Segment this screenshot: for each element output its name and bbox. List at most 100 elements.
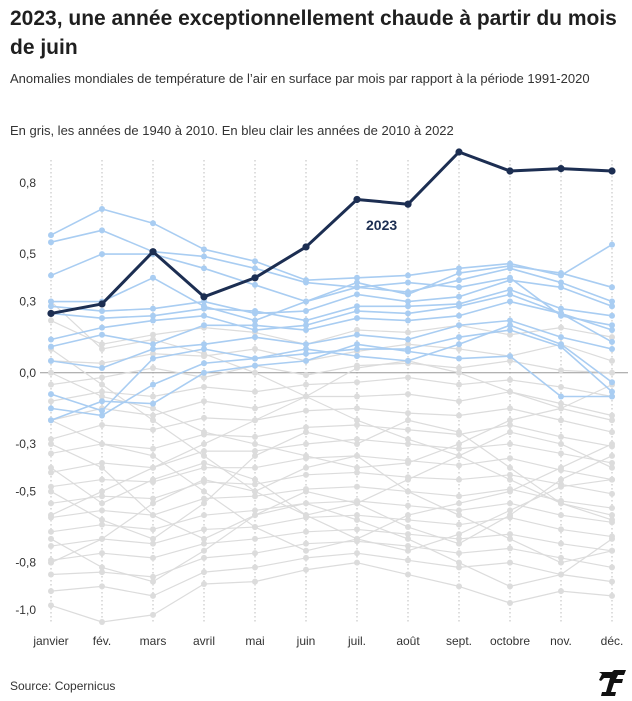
blue-series-point: [405, 357, 411, 364]
grey-series-point: [99, 507, 105, 514]
grey-series-point: [456, 452, 462, 459]
blue-series-point: [609, 298, 615, 305]
grey-series-point: [99, 374, 105, 381]
grey-series-point: [303, 393, 309, 400]
grey-series-point: [507, 500, 513, 507]
blue-series-point: [303, 327, 309, 334]
x-tick-label: nov.: [550, 634, 572, 648]
series-2023-point: [608, 167, 616, 175]
blue-series-point: [507, 286, 513, 293]
grey-series-point: [558, 324, 564, 331]
grey-series-point: [201, 398, 207, 405]
grey-series-point: [150, 476, 156, 483]
blue-series-point: [99, 407, 105, 414]
x-tick-label: juin: [296, 634, 316, 648]
le-figaro-logo: [598, 670, 628, 696]
y-tick-label: -0,8: [15, 556, 36, 570]
blue-series-point: [354, 291, 360, 298]
blue-series-point: [303, 322, 309, 329]
grey-series-point: [303, 452, 309, 459]
grey-series-point: [354, 417, 360, 424]
grey-series-point: [201, 384, 207, 390]
grey-series-point: [609, 476, 615, 483]
blue-series-point: [354, 331, 360, 338]
blue-series-point: [507, 291, 513, 298]
grey-series-point: [507, 405, 513, 412]
blue-series-point: [456, 355, 462, 362]
blue-series-point: [558, 270, 564, 277]
blue-series-point: [150, 312, 156, 319]
grey-series-line: [50, 500, 613, 533]
grey-series-point: [609, 429, 615, 436]
grey-series-point: [609, 452, 615, 459]
grey-series-point: [558, 417, 564, 424]
blue-series-point: [150, 341, 156, 348]
grey-series-point: [609, 464, 615, 471]
grey-series-point: [405, 436, 411, 443]
blue-series-point: [507, 327, 513, 334]
grey-series-point: [405, 488, 411, 495]
grey-series-point: [558, 588, 564, 595]
grey-series-point: [456, 476, 462, 483]
blue-series-line: [50, 329, 613, 412]
blue-series-point: [201, 369, 207, 376]
grey-series-point: [201, 452, 207, 459]
blue-series-point: [201, 305, 207, 312]
grey-series-point: [405, 426, 411, 433]
blue-series-point: [456, 303, 462, 310]
grey-series: [48, 341, 615, 367]
blue-series-point: [252, 355, 258, 362]
grey-series-point: [303, 440, 309, 447]
grey-series-point: [354, 512, 360, 519]
blue-series-point: [48, 303, 54, 310]
y-axis: 0,8 0,5 0,3 0,0 -0,3 -0,5 -0,8 -1,0: [15, 176, 36, 617]
grey-series-point: [609, 578, 615, 585]
grey-series-point: [303, 547, 309, 554]
grey-series-point: [48, 528, 54, 535]
grey-series-point: [303, 471, 309, 478]
grey-series-point: [609, 334, 615, 341]
blue-series-point: [48, 298, 54, 305]
grey-series-point: [201, 526, 207, 533]
grey-series-point: [252, 464, 258, 471]
blue-series-point: [609, 322, 615, 329]
blue-series-point: [99, 324, 105, 331]
grey-series-point: [354, 535, 360, 542]
blue-series-point: [405, 272, 411, 279]
blue-series-line: [50, 229, 613, 303]
blue-series-point: [354, 274, 360, 281]
grey-series-point: [150, 464, 156, 471]
grey-series-point: [456, 369, 462, 376]
blue-series-point: [252, 322, 258, 329]
series-2023-point: [302, 243, 310, 251]
blue-series-point: [405, 298, 411, 305]
grey-series-line: [50, 343, 613, 364]
grey-series-point: [609, 490, 615, 497]
grey-series-point: [558, 512, 564, 519]
grey-series-point: [150, 573, 156, 580]
x-tick-label: fév.: [93, 634, 111, 648]
grey-series-point: [303, 372, 309, 379]
grey-series-point: [507, 471, 513, 478]
grey-series-point: [303, 512, 309, 519]
blue-series-point: [150, 317, 156, 324]
grey-series-point: [252, 388, 258, 395]
blue-series-point: [609, 327, 615, 334]
grey-series-point: [354, 393, 360, 400]
blue-series-point: [252, 334, 258, 341]
blue-series-point: [558, 393, 564, 400]
blue-series-point: [609, 303, 615, 310]
blue-series-point: [558, 310, 564, 317]
blue-series-point: [303, 279, 309, 286]
grey-series-point: [354, 421, 360, 428]
grey-series: [48, 559, 615, 625]
grey-series-point: [150, 336, 156, 343]
grey-series-point: [405, 374, 411, 381]
grey-series-point: [99, 516, 105, 523]
grey-series-point: [354, 464, 360, 471]
grey-series-point: [507, 376, 513, 383]
blue-series-point: [456, 270, 462, 277]
grey-series-point: [507, 417, 513, 424]
grey-series-point: [507, 512, 513, 519]
blue-series-point: [354, 353, 360, 360]
